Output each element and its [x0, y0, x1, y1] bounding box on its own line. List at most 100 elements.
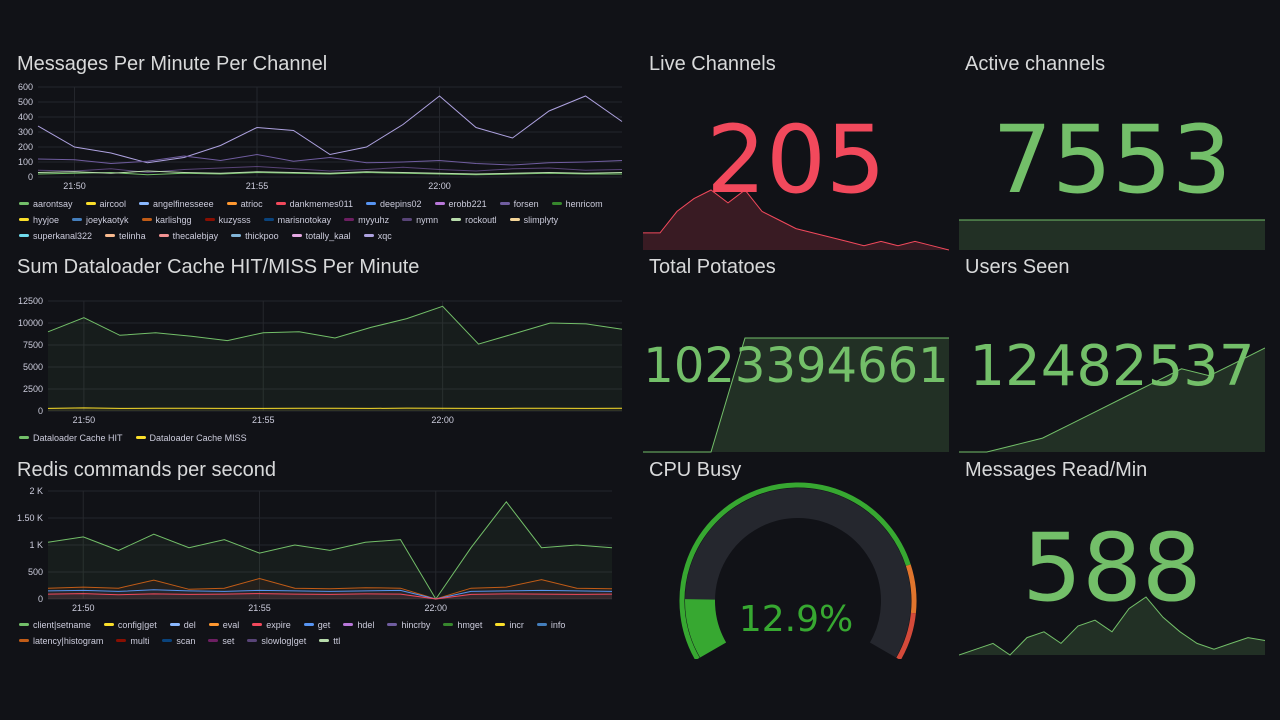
messages-read-value: 588: [1022, 514, 1202, 623]
legend-swatch: [162, 639, 173, 643]
legend-item[interactable]: eval: [208, 617, 239, 633]
legend-label: nymn: [416, 215, 439, 225]
redis-commands-chart[interactable]: 2 K 1.50 K 1 K 500 0 21:50 21:55 22:00: [0, 406, 640, 656]
legend-label: incr: [509, 620, 524, 630]
panel-title[interactable]: CPU Busy: [649, 459, 742, 481]
legend-item[interactable]: forsen: [499, 196, 539, 212]
legend-item[interactable]: atrioc: [226, 196, 263, 212]
panel-title[interactable]: Users Seen: [965, 256, 1070, 278]
legend-item[interactable]: totally_kaal: [291, 228, 351, 244]
chart-legend: aarontsay aircool angelfinesseee atrioc dank…: [19, 196, 619, 244]
legend-item[interactable]: config|get: [103, 617, 157, 633]
panel-title[interactable]: Redis commands per second: [17, 459, 277, 481]
legend-item[interactable]: thickpoo: [231, 228, 279, 244]
y-tick-label: 0: [28, 172, 33, 182]
legend-swatch: [402, 218, 413, 222]
gauge-threshold-red: [896, 612, 916, 659]
legend-label: slowlog|get: [261, 636, 307, 646]
legend-item[interactable]: nymn: [402, 212, 438, 228]
legend-item[interactable]: ttl: [319, 633, 340, 649]
legend-item[interactable]: aarontsay: [19, 196, 73, 212]
series-line-Dataloader Cache MISS: [47, 407, 623, 409]
panel-title[interactable]: Total Potatoes: [649, 256, 776, 278]
legend-item[interactable]: hincrby: [387, 617, 430, 633]
legend-item[interactable]: Dataloader Cache HIT: [19, 430, 123, 446]
legend-item[interactable]: marisnotokay: [263, 212, 331, 228]
legend-item[interactable]: thecalebjay: [158, 228, 218, 244]
legend-item[interactable]: set: [208, 633, 234, 649]
gauge-track: [685, 488, 911, 658]
series-line-nymn: [37, 165, 623, 174]
legend-swatch: [263, 218, 274, 222]
cpu-busy-gauge: [679, 482, 917, 659]
legend-item[interactable]: karlishgg: [141, 212, 192, 228]
legend-item[interactable]: Dataloader Cache MISS: [135, 430, 247, 446]
legend-item[interactable]: slimplyty: [509, 212, 559, 228]
cpu-busy-value: 12.9%: [738, 599, 854, 640]
legend-swatch: [85, 202, 96, 206]
legend-item[interactable]: telinha: [105, 228, 146, 244]
users-seen-sparkline: [959, 347, 1265, 453]
legend-swatch: [551, 202, 562, 206]
legend-item[interactable]: erobb221: [434, 196, 487, 212]
legend-item[interactable]: dankmemes011: [275, 196, 353, 212]
panel-messages-per-minute: Messages Per Minute Per Channel 600 500 40…: [0, 0, 640, 250]
legend-swatch: [231, 234, 242, 238]
panel-title[interactable]: Active channels: [965, 53, 1106, 75]
legend-item[interactable]: hmget: [443, 617, 482, 633]
legend-item[interactable]: del: [169, 617, 196, 633]
legend-item[interactable]: incr: [495, 617, 524, 633]
legend-item[interactable]: joeykaotyk: [72, 212, 129, 228]
live-spark-line: [643, 189, 949, 251]
legend-swatch: [116, 639, 127, 643]
legend-item[interactable]: myyuhz: [344, 212, 389, 228]
dataloader-cache-chart[interactable]: 12500 10000 7500 5000 2500 0 21:50 21:55 22:00: [0, 203, 640, 453]
legend-item[interactable]: angelfinesseee: [139, 196, 214, 212]
legend-swatch: [19, 202, 29, 206]
legend-item[interactable]: latency|histogram: [19, 633, 103, 649]
legend-label: henricom: [565, 199, 603, 209]
panel-title[interactable]: Messages Read/Min: [965, 459, 1148, 481]
y-tick-label: 100: [18, 157, 33, 167]
legend-swatch: [19, 234, 29, 238]
legend-item[interactable]: scan: [162, 633, 195, 649]
legend-item[interactable]: kuzysss: [204, 212, 251, 228]
legend-swatch: [141, 218, 152, 222]
legend-label: myyuhz: [358, 215, 390, 225]
legend-item[interactable]: multi: [116, 633, 149, 649]
panel-live-channels: Live Channels 205: [643, 53, 949, 251]
legend-item[interactable]: hdel: [343, 617, 374, 633]
legend-item[interactable]: get: [303, 617, 330, 633]
legend-item[interactable]: superkanal322: [19, 228, 92, 244]
legend-item[interactable]: deepins02: [366, 196, 422, 212]
x-tick-label: 22:00: [431, 415, 454, 425]
series-line-Dataloader Cache HIT: [47, 305, 623, 345]
legend-swatch: [19, 436, 29, 440]
legend-item[interactable]: expire: [252, 617, 291, 633]
legend-item[interactable]: client|setname: [19, 617, 91, 633]
legend-swatch: [72, 218, 83, 222]
legend-swatch: [536, 623, 547, 627]
panel-title[interactable]: Sum Dataloader Cache HIT/MISS Per Minute: [17, 256, 420, 278]
panel-title[interactable]: Live Channels: [649, 53, 776, 75]
legend-item[interactable]: xqc: [363, 228, 392, 244]
legend-label: karlishgg: [155, 215, 192, 225]
x-tick-label: 21:55: [252, 415, 275, 425]
legend-item[interactable]: info: [536, 617, 565, 633]
messages-per-minute-chart[interactable]: 600 500 400 300 200 100 0 21:50 21:55 22:00: [0, 0, 640, 250]
series-line-rockoutl: [37, 170, 623, 175]
chart-legend: client|setname config|get del eval expire get…: [19, 617, 619, 649]
series-line-xqc: [37, 95, 623, 164]
legend-swatch: [434, 202, 445, 206]
legend-label: slimplyty: [523, 215, 559, 225]
y-tick-label: 0: [38, 406, 43, 416]
panel-title[interactable]: Messages Per Minute Per Channel: [17, 53, 328, 75]
legend-item[interactable]: aircool: [85, 196, 126, 212]
legend-item[interactable]: hyyjoe: [19, 212, 59, 228]
read-spark-line: [959, 596, 1265, 656]
legend-item[interactable]: henricom: [551, 196, 603, 212]
legend-item[interactable]: slowlog|get: [247, 633, 306, 649]
panel-users-seen: Users Seen 12482537: [959, 256, 1265, 454]
legend-item[interactable]: rockoutl: [451, 212, 497, 228]
series-line-expire: [47, 593, 613, 600]
